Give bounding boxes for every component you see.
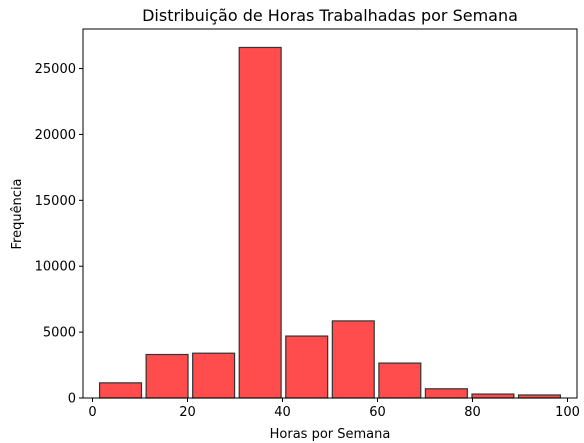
chart-title: Distribuição de Horas Trabalhadas por Se… (142, 6, 518, 25)
y-tick-label: 10000 (35, 260, 76, 275)
histogram-bar-0 (98, 382, 143, 399)
x-tick-label: 60 (369, 405, 386, 420)
histogram-bar-8 (471, 393, 515, 399)
x-tick-label: 40 (274, 405, 291, 420)
y-tick-label: 20000 (35, 128, 76, 143)
histogram-bar-7 (424, 388, 468, 399)
histogram-bar-6 (378, 362, 422, 399)
x-tick-label: 20 (179, 405, 196, 420)
y-tick-label: 15000 (35, 194, 76, 209)
histogram-bar-1 (145, 353, 189, 399)
x-tick-label: 80 (464, 405, 481, 420)
histogram-bar-3 (238, 46, 282, 399)
y-tick-label: 5000 (43, 326, 76, 341)
y-axis-ticks: 0 5000 10000 15000 20000 25000 (35, 62, 83, 407)
histogram-bar-4 (285, 335, 329, 399)
histogram-bar-2 (192, 352, 236, 399)
plot-frame (82, 28, 578, 399)
y-axis-label: Frequência (10, 178, 25, 249)
x-axis-ticks: 0 20 40 60 80 100 (88, 398, 580, 420)
histogram-bar-5 (331, 320, 375, 399)
y-tick-label: 0 (68, 392, 76, 407)
x-tick-label: 100 (555, 405, 580, 420)
x-tick-label: 0 (88, 405, 96, 420)
bars-group (98, 46, 562, 399)
y-tick-label: 25000 (35, 62, 76, 77)
x-axis-label: Horas por Semana (270, 427, 391, 442)
